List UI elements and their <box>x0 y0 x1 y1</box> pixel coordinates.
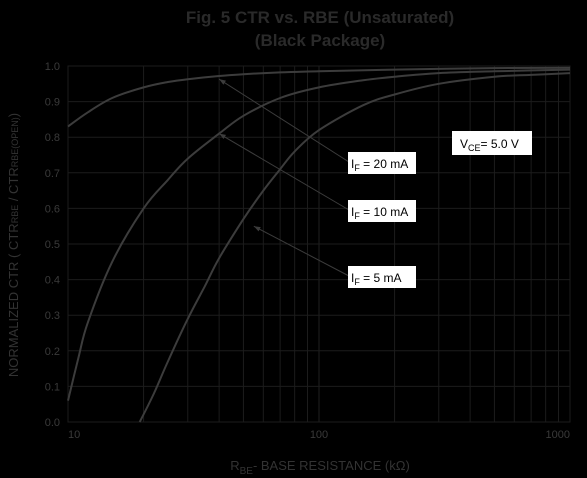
y-tick-label: 0.6 <box>45 203 60 215</box>
y-tick-label: 0.4 <box>45 275 60 287</box>
y-tick-label: 0.0 <box>45 417 60 429</box>
annotation-arrowhead <box>219 79 226 85</box>
x-tick-labels: 10 100 1000 <box>68 429 570 441</box>
y-tick-label: 1.0 <box>45 61 60 73</box>
x-axis-label: RBE- BASE RESISTANCE (kΩ) <box>230 458 410 477</box>
vce-box <box>452 131 532 155</box>
series-label: IF = 5 mA <box>351 271 402 287</box>
y-tick-label: 0.9 <box>45 97 60 109</box>
annotation-arrowhead <box>253 226 261 232</box>
y-tick-label: 0.8 <box>45 132 60 144</box>
annotation-arrow-line <box>253 225 350 277</box>
series-label-box <box>348 266 416 288</box>
series-line-10ma <box>67 68 571 401</box>
series-label-box <box>348 200 416 222</box>
y-tick-label: 0.5 <box>45 239 60 251</box>
y-tick-label: 0.3 <box>45 310 60 322</box>
series-label: IF = 10 mA <box>351 205 408 221</box>
y-axis-label: NORMALIZED CTR ( CTRRBE / CTRRBE(OPEN)) <box>6 113 21 377</box>
series-label-box <box>348 152 416 174</box>
vce-label: VCE= 5.0 V <box>460 137 519 153</box>
annotation-arrows <box>218 78 350 277</box>
y-tick-label: 0.2 <box>45 346 60 358</box>
series-label: IF = 20 mA <box>351 157 408 173</box>
y-tick-labels: 0.0 0.1 0.2 0.3 0.4 0.5 0.6 0.7 0.8 0.9 1.0 <box>45 61 60 429</box>
x-tick-label: 1000 <box>546 429 570 441</box>
series-labels: IF = 20 mA IF = 10 mA IF = 5 mA <box>348 152 416 288</box>
annotation-arrow-line <box>218 133 350 211</box>
y-tick-label: 0.1 <box>45 381 60 393</box>
grid <box>67 65 571 423</box>
annotation-arrow-line <box>218 78 350 163</box>
vce-annotation: VCE= 5.0 V <box>452 131 532 155</box>
y-tick-label: 0.7 <box>45 168 60 180</box>
chart-subtitle: (Black Package) <box>255 31 385 50</box>
series-line-5ma <box>138 72 571 423</box>
x-tick-label: 100 <box>310 429 328 441</box>
x-tick-label: 10 <box>68 429 80 441</box>
series-line-20ma <box>67 66 571 128</box>
chart-title: Fig. 5 CTR vs. RBE (Unsaturated) <box>186 8 454 27</box>
annotation-arrowhead <box>219 133 227 140</box>
